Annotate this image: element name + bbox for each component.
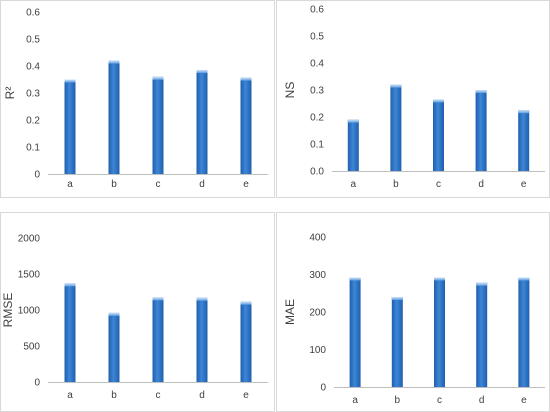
chart-panel-mae: 0 100 200 300 400 MAE a b c d e	[276, 212, 550, 412]
y-tick-label: 200	[309, 308, 326, 319]
x-tick-label: c	[436, 179, 441, 190]
bar-cap	[518, 277, 530, 281]
bar	[349, 277, 361, 387]
y-axis-label: RMSE	[1, 293, 15, 328]
bar	[196, 297, 208, 382]
bar	[390, 84, 402, 171]
x-tick-label: d	[478, 179, 484, 190]
x-tick-label: c	[437, 395, 442, 406]
bar	[347, 119, 359, 171]
chart-frame	[0, 212, 275, 412]
bar-cap	[475, 90, 487, 93]
y-tick-label: 0.5	[310, 32, 324, 43]
x-tick-label: b	[393, 179, 399, 190]
bar-cap	[64, 79, 76, 83]
bar-cap	[518, 110, 530, 114]
y-tick-label: 0.4	[26, 62, 40, 73]
y-tick-label: 0.3	[310, 86, 324, 97]
x-tick-label: e	[521, 179, 527, 190]
y-tick-label: 300	[309, 270, 326, 281]
x-tick-label: a	[352, 395, 358, 406]
bar-cap	[390, 84, 402, 88]
bar-cap	[349, 277, 361, 281]
y-tick-label: 0.4	[310, 59, 324, 70]
bar	[518, 110, 530, 171]
bar	[475, 90, 487, 171]
y-tick-label: 1500	[18, 270, 41, 281]
y-tick-label: 0.6	[310, 5, 324, 16]
chart-panel-rmse: 0 500 1000 1500 2000 RMSE a b c d e	[0, 212, 275, 412]
y-tick-label: 0	[34, 170, 40, 181]
y-tick-label: 0	[320, 383, 326, 394]
y-tick-label: 2000	[18, 234, 41, 245]
bar-cap	[196, 70, 208, 74]
bar	[152, 297, 164, 382]
x-tick-label: e	[243, 179, 249, 190]
bar	[391, 297, 403, 387]
y-tick-label: 0.3	[26, 89, 40, 100]
bar-cap	[196, 297, 208, 301]
y-axis-label: NS	[283, 82, 297, 99]
x-tick-label: c	[156, 390, 161, 401]
bar	[518, 277, 530, 387]
bar-cap	[476, 282, 488, 286]
bar-cap	[240, 301, 252, 305]
bar-cap	[391, 297, 403, 300]
bar-cap	[64, 283, 76, 287]
chart-panel-r: 0 0.1 0.2 0.3 0.4 0.5 0.6 R² a b c d e	[0, 0, 275, 198]
y-tick-label: 500	[23, 342, 40, 353]
bar	[152, 76, 164, 174]
bar	[108, 312, 120, 382]
y-tick-label: 0	[34, 378, 40, 389]
x-tick-label: b	[395, 395, 401, 406]
y-axis-label: MAE	[283, 299, 297, 325]
bar	[240, 77, 252, 174]
y-axis-label: R²	[3, 87, 17, 100]
y-tick-label: 0.1	[26, 143, 40, 154]
bar	[434, 277, 445, 387]
bar-cap	[108, 60, 120, 64]
chart-frame	[0, 0, 275, 198]
bar-cap	[152, 76, 164, 80]
bar	[64, 79, 76, 174]
x-tick-label: d	[199, 390, 205, 401]
x-tick-label: a	[351, 179, 357, 190]
x-tick-label: d	[199, 179, 205, 190]
x-tick-label: c	[156, 179, 161, 190]
bar	[433, 99, 444, 171]
bar-cap	[108, 312, 120, 316]
y-tick-label: 0.1	[310, 140, 324, 151]
x-tick-label: b	[111, 390, 117, 401]
bar-cap	[433, 99, 444, 103]
x-tick-label: d	[479, 395, 485, 406]
y-tick-label: 100	[309, 345, 326, 356]
y-tick-label: 1000	[18, 306, 41, 317]
bar-cap	[434, 277, 445, 281]
bar	[196, 70, 208, 174]
x-tick-label: e	[521, 395, 527, 406]
bar	[240, 301, 252, 382]
y-tick-label: 0.2	[310, 113, 324, 124]
x-tick-label: e	[243, 390, 249, 401]
bar	[476, 282, 488, 387]
x-tick-label: b	[111, 179, 117, 190]
bar	[108, 60, 120, 174]
y-tick-label: 0.0	[310, 167, 324, 178]
y-tick-label: 0.5	[26, 35, 40, 46]
y-tick-label: 0.6	[26, 8, 40, 19]
bar-cap	[240, 77, 252, 81]
x-tick-label: a	[67, 179, 73, 190]
y-tick-label: 400	[309, 233, 326, 244]
x-tick-label: a	[67, 390, 73, 401]
bar	[64, 283, 76, 382]
bar-cap	[347, 119, 359, 123]
y-tick-label: 0.2	[26, 116, 40, 127]
chart-panel-ns: 0.0 0.1 0.2 0.3 0.4 0.5 0.6 NS a b c d e	[276, 0, 550, 198]
bar-cap	[152, 297, 164, 301]
